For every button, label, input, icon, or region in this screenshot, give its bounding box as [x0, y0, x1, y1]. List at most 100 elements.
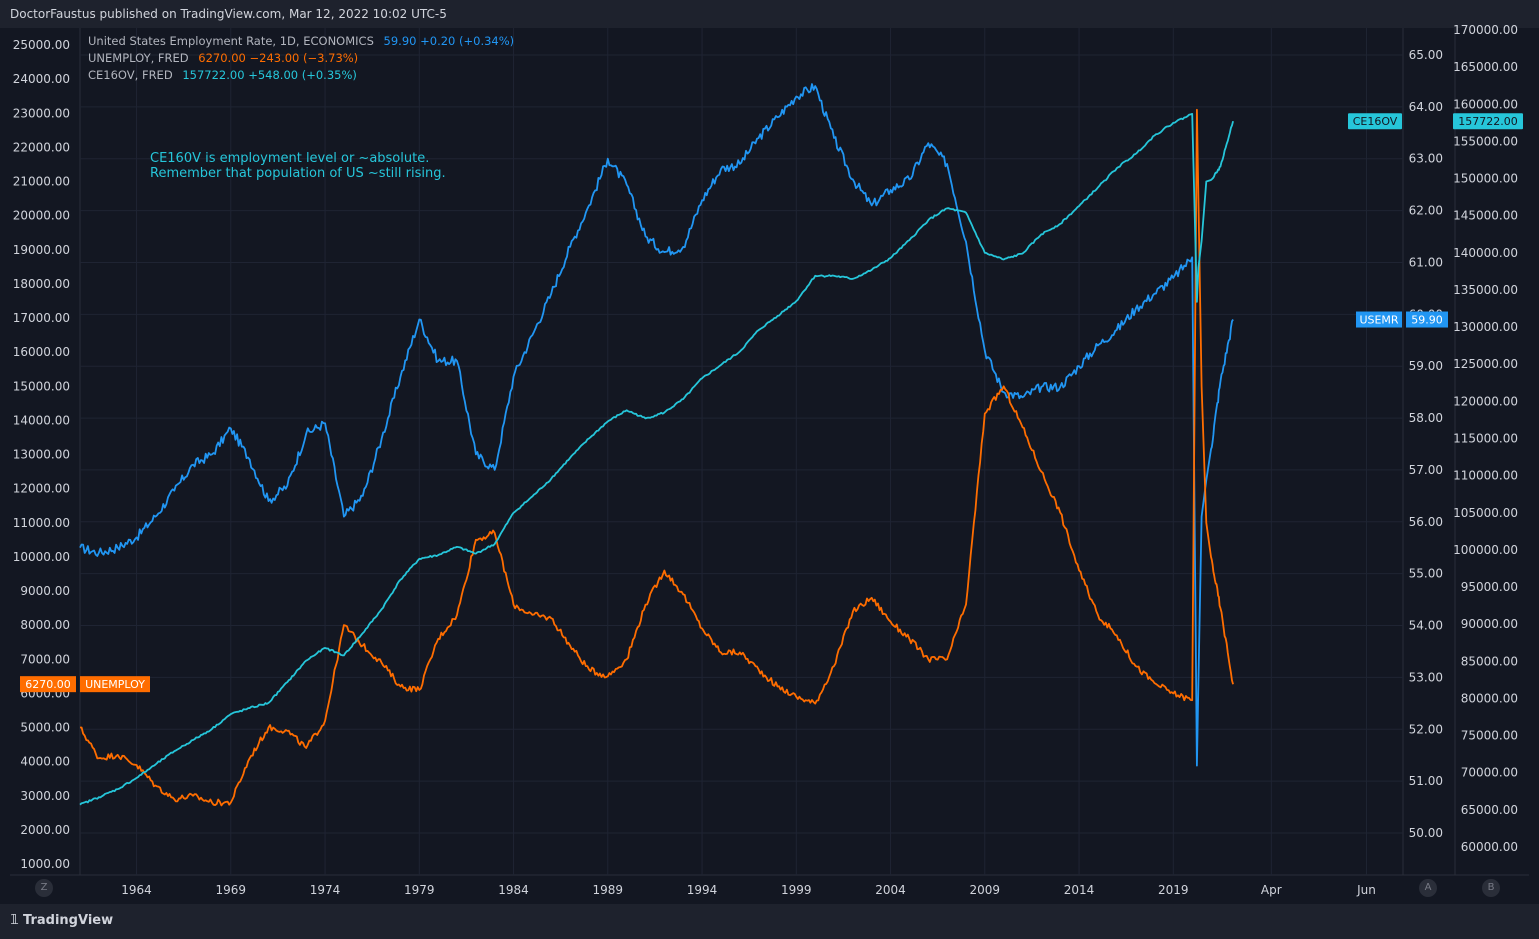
right-axis-tick: 80000.00 [1461, 691, 1518, 705]
left-axis-tick: 13000.00 [13, 448, 70, 462]
price-value-text: 6270.00 [25, 678, 71, 691]
left-axis-tick: 10000.00 [13, 550, 70, 564]
left-axis-tick: 3000.00 [20, 789, 70, 803]
left-axis-tick: 18000.00 [13, 277, 70, 291]
left-axis-tick: 2000.00 [20, 823, 70, 837]
legend-change: −243.00 (−3.73%) [249, 51, 359, 65]
mid-axis-tick: 62.00 [1409, 204, 1443, 218]
left-axis-tick: 20000.00 [13, 209, 70, 223]
left-axis-tick: 15000.00 [13, 379, 70, 393]
tradingview-logo-text: TradingView [23, 913, 114, 928]
tradingview-logo[interactable]: 𝟙 TradingView [10, 913, 113, 928]
price-label-ce16ov: CE16OV 157722.00 [1348, 113, 1523, 130]
left-axis-tick: 4000.00 [20, 755, 70, 769]
left-axis-tick: 5000.00 [20, 721, 70, 735]
right-axis-tick: 105000.00 [1453, 506, 1518, 520]
left-axis-tick: 16000.00 [13, 345, 70, 359]
right-axis-tick: 115000.00 [1453, 432, 1518, 446]
left-axis-tick: 24000.00 [13, 72, 70, 86]
right-axis-tick: 110000.00 [1453, 469, 1518, 483]
x-tick-label: 1969 [216, 883, 247, 897]
mid-axis-tick: 63.00 [1409, 152, 1443, 166]
mid-axis-tick: 59.00 [1409, 359, 1443, 373]
right-axis-tick: 135000.00 [1453, 283, 1518, 297]
price-tag-bg [1356, 311, 1402, 328]
left-axis-tick: 19000.00 [13, 243, 70, 257]
x-tick-label: 1974 [310, 883, 341, 897]
mid-axis-tick: 61.00 [1409, 255, 1443, 269]
mid-axis-tick: 52.00 [1409, 722, 1443, 736]
footer-bar [0, 904, 1539, 939]
chart-frame[interactable] [10, 28, 1529, 904]
left-axis-tick: 14000.00 [13, 413, 70, 427]
left-axis-tick: 11000.00 [13, 516, 70, 530]
right-axis-tick: 120000.00 [1453, 394, 1518, 408]
zoom-button[interactable]: Z [35, 879, 53, 897]
mid-axis-tick: 65.00 [1409, 48, 1443, 62]
left-axis-tick: 7000.00 [20, 652, 70, 666]
legend-value: 59.90 [383, 34, 417, 48]
publish-header: DoctorFaustus published on TradingView.c… [0, 0, 1539, 28]
price-tag-bg [80, 676, 150, 693]
x-tick-label: 1979 [404, 883, 435, 897]
left-axis-tick: 25000.00 [13, 38, 70, 52]
series-line-ce16ov [79, 113, 1234, 806]
x-tick-label: 2014 [1064, 883, 1095, 897]
right-axis-tick: 85000.00 [1461, 654, 1518, 668]
annotation-line-2: Remember that population of US ~still ri… [150, 166, 446, 181]
price-tag-bg [1348, 113, 1402, 130]
grid [10, 28, 1529, 876]
price-label-unemploy: 6270.00 UNEMPLOY [20, 676, 150, 693]
axes: 1964 1969 1974 1979 1984 1989 1994 1999 2004 2009… [13, 23, 1518, 897]
price-value-text: 157722.00 [1458, 115, 1518, 128]
legend-row-ce16ov[interactable]: CE16OV, FRED 157722.00 +548.00 (+0.35%) [88, 67, 514, 84]
legend-row-usemr[interactable]: United States Employment Rate, 1D, ECONO… [88, 33, 514, 50]
right-axis-tick: 75000.00 [1461, 729, 1518, 743]
x-tick-label: 2009 [970, 883, 1001, 897]
right-axis-tick: 70000.00 [1461, 766, 1518, 780]
x-tick-label: 1994 [687, 883, 718, 897]
x-tick-label: Apr [1261, 883, 1282, 897]
legend-value: 157722.00 [182, 68, 245, 82]
series-line-usemr [79, 83, 1234, 767]
legend-value: 6270.00 [198, 51, 246, 65]
price-tag-text: UNEMPLOY [85, 678, 145, 691]
left-axis-tick: 1000.00 [20, 857, 70, 871]
x-tick-label: 1984 [498, 883, 529, 897]
annotation-line-1: CE160V is employment level or ~absolute. [150, 151, 430, 166]
legend-name: UNEMPLOY, FRED [88, 51, 189, 65]
legend-name: United States Employment Rate, 1D, ECONO… [88, 34, 374, 48]
scale-b-button[interactable]: B [1482, 879, 1500, 897]
left-axis-tick: 9000.00 [20, 584, 70, 598]
price-labels: CE16OV 157722.00 USEMR 59.90 6270.00 UNEMPLOY [20, 113, 1523, 693]
right-axis-tick: 125000.00 [1453, 357, 1518, 371]
left-axis-tick: 21000.00 [13, 175, 70, 189]
price-value-bg [1453, 113, 1523, 130]
right-axis-tick: 130000.00 [1453, 320, 1518, 334]
right-axis-tick: 165000.00 [1453, 60, 1518, 74]
price-label-usemr: USEMR 59.90 [1356, 311, 1448, 328]
right-axis-tick: 160000.00 [1453, 97, 1518, 111]
right-axis-tick: 100000.00 [1453, 543, 1518, 557]
right-axis-tick: 155000.00 [1453, 134, 1518, 148]
mid-axis-tick: 64.00 [1409, 100, 1443, 114]
auto-scale-button[interactable]: A [1419, 879, 1437, 897]
left-axis-tick: 22000.00 [13, 140, 70, 154]
right-axis-tick: 90000.00 [1461, 617, 1518, 631]
legend: United States Employment Rate, 1D, ECONO… [88, 33, 514, 84]
legend-change: +0.20 (+0.34%) [420, 34, 515, 48]
price-tag-text: CE16OV [1353, 115, 1398, 128]
left-axis-tick: 23000.00 [13, 106, 70, 120]
x-tick-label: 1964 [121, 883, 152, 897]
right-axis-tick: 145000.00 [1453, 209, 1518, 223]
mid-axis-tick: 55.00 [1409, 567, 1443, 581]
price-value-bg [20, 676, 76, 693]
x-tick-label: Jun [1356, 883, 1376, 897]
mid-axis-tick: 56.00 [1409, 515, 1443, 529]
legend-row-unemploy[interactable]: UNEMPLOY, FRED 6270.00 −243.00 (−3.73%) [88, 50, 514, 67]
legend-change: +548.00 (+0.35%) [248, 68, 357, 82]
mid-axis-tick: 54.00 [1409, 619, 1443, 633]
right-axis-tick: 95000.00 [1461, 580, 1518, 594]
publish-text: DoctorFaustus published on TradingView.c… [10, 7, 447, 21]
